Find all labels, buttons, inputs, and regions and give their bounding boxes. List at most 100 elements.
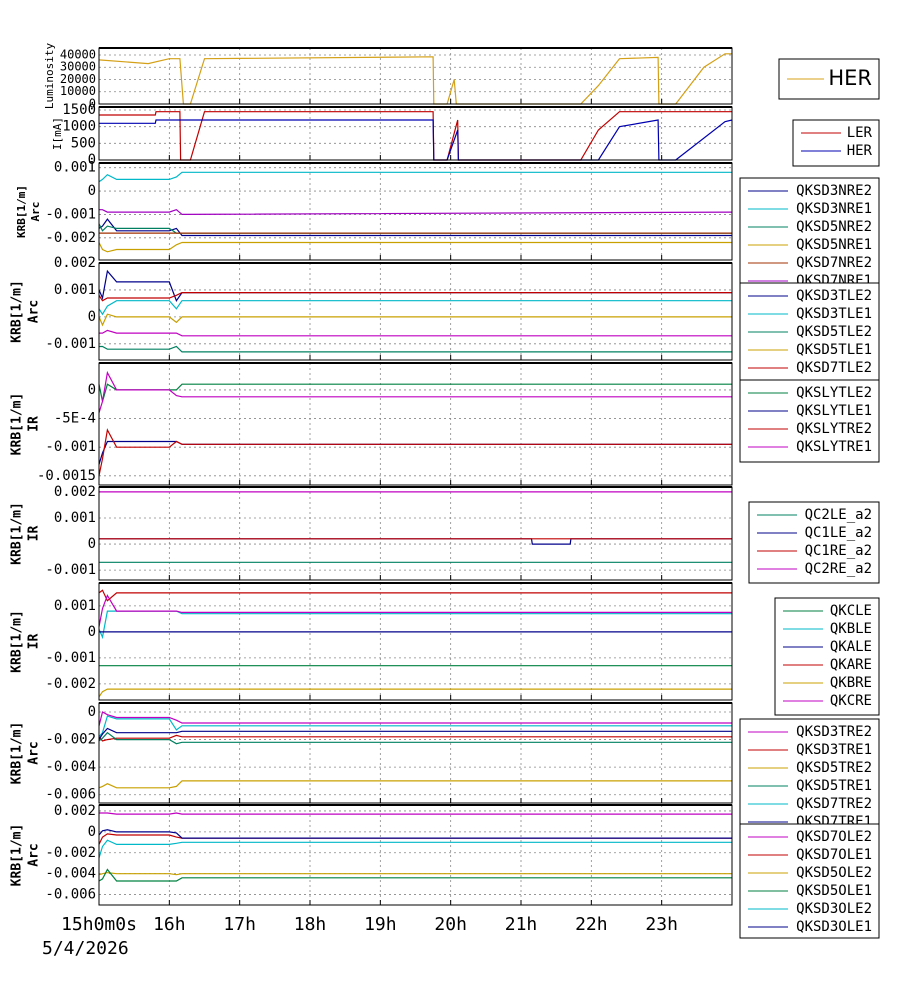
y-tick-label: 0.001 bbox=[54, 598, 96, 614]
series-line bbox=[98, 839, 732, 859]
series-line bbox=[99, 119, 733, 161]
plot-area bbox=[99, 163, 732, 260]
series-line bbox=[98, 734, 732, 742]
y-tick-label: 0 bbox=[88, 824, 96, 840]
series-line bbox=[98, 218, 732, 237]
y-axis-label: KRB[1/m] bbox=[15, 185, 28, 238]
y-tick-label: 0.001 bbox=[54, 160, 96, 176]
legend-label: QKSD3NRE1 bbox=[796, 201, 872, 217]
legend-label: QKSD7OLE1 bbox=[796, 847, 872, 863]
y-tick-label: 0 bbox=[89, 97, 96, 111]
y-tick-label: 500 bbox=[71, 135, 96, 151]
series-line bbox=[98, 871, 732, 876]
x-tick-label: 17h bbox=[223, 914, 256, 935]
legend-label: HER bbox=[828, 66, 872, 90]
series-line bbox=[98, 594, 732, 627]
legend-box bbox=[792, 119, 880, 167]
x-axis-label: 5/4/2026 bbox=[42, 938, 129, 959]
legend-label: QKSD5TRE2 bbox=[796, 760, 872, 776]
legend-box bbox=[739, 282, 880, 399]
y-axis-label: KRB[1/m] bbox=[10, 722, 25, 785]
legend-label: QC1LE_a2 bbox=[805, 525, 872, 541]
y-axis-label: KRB[1/m] bbox=[10, 393, 25, 456]
plot-area bbox=[99, 363, 732, 485]
legend-box bbox=[739, 177, 880, 294]
x-tick-label: 19h bbox=[364, 914, 397, 935]
y-tick-label: 1500 bbox=[62, 102, 96, 118]
series-line bbox=[98, 313, 732, 327]
y-tick-label: 0 bbox=[88, 536, 96, 552]
y-tick-label: 0 bbox=[88, 624, 96, 640]
legend-label: QKSD7TLE2 bbox=[796, 360, 872, 376]
plot-area bbox=[99, 583, 732, 700]
series-line bbox=[98, 241, 732, 253]
series-line bbox=[99, 812, 732, 815]
y-axis-label: IR bbox=[27, 634, 42, 650]
y-tick-label: 0 bbox=[88, 704, 96, 720]
series-line bbox=[99, 329, 732, 337]
y-tick-label: 0.001 bbox=[54, 282, 96, 298]
y-tick-label: -0.001 bbox=[45, 439, 96, 455]
legend-label: QC1RE_a2 bbox=[805, 543, 872, 559]
y-tick-label: -0.002 bbox=[45, 230, 96, 246]
legend-label: QKSD7TRE2 bbox=[796, 796, 872, 812]
series-line bbox=[98, 868, 732, 882]
y-tick-label: -5E-4 bbox=[54, 411, 96, 427]
legend-label: QKSD5TRE1 bbox=[796, 778, 872, 794]
series-line bbox=[98, 428, 732, 476]
legend-label: QKALE bbox=[830, 639, 872, 655]
y-tick-label: -0.001 bbox=[45, 206, 96, 222]
y-axis-label: IR bbox=[27, 416, 42, 432]
y-axis-label: Arc bbox=[27, 741, 42, 764]
y-tick-label: 10000 bbox=[60, 84, 96, 98]
legend-label: QKSLYTRE2 bbox=[796, 421, 872, 437]
legend-label: QKSD5OLE1 bbox=[796, 883, 872, 899]
legend-label: QKSD3OLE2 bbox=[796, 901, 872, 917]
plot-area bbox=[99, 805, 732, 905]
legend-label: QKCRE bbox=[830, 693, 872, 709]
legend-label: QKBLE bbox=[830, 621, 872, 637]
y-tick-label: -0.001 bbox=[45, 336, 96, 352]
x-tick-label: 22h bbox=[575, 914, 608, 935]
legend-label: QKSD3TRE1 bbox=[796, 742, 872, 758]
series-line bbox=[98, 688, 732, 698]
legend-label: QKSD5OLE2 bbox=[796, 865, 872, 881]
y-tick-label: 0.002 bbox=[54, 484, 96, 500]
plot-area bbox=[99, 703, 732, 803]
y-axis-label: Luminosity bbox=[43, 43, 56, 110]
y-tick-label: -0.006 bbox=[45, 787, 96, 803]
series-line bbox=[98, 300, 732, 316]
series-line bbox=[99, 345, 732, 353]
series-line bbox=[98, 829, 732, 839]
legend-label: QKSD7NRE2 bbox=[796, 255, 872, 271]
y-tick-label: 0 bbox=[88, 309, 96, 325]
series-line bbox=[98, 727, 732, 740]
legend-label: QKSD7OLE2 bbox=[796, 829, 872, 845]
legend-label: LER bbox=[847, 125, 873, 141]
y-tick-label: 0 bbox=[88, 382, 96, 398]
legend-label: QKSD3OLE1 bbox=[796, 919, 872, 935]
y-axis-label: I[mA] bbox=[51, 117, 64, 150]
legend-box bbox=[739, 379, 880, 463]
y-tick-label: -0.004 bbox=[45, 866, 96, 882]
y-tick-label: -0.002 bbox=[45, 732, 96, 748]
legend-label: QKSLYTLE2 bbox=[796, 385, 872, 401]
x-tick-label: 20h bbox=[434, 914, 467, 935]
legend-label: QKBRE bbox=[830, 675, 872, 691]
y-tick-label: 0 bbox=[88, 152, 96, 168]
y-tick-label: 40000 bbox=[60, 47, 96, 61]
legend-label: QKSD3NRE2 bbox=[796, 183, 872, 199]
series-line bbox=[98, 292, 732, 302]
legend-label: QKSD3TLE2 bbox=[796, 288, 872, 304]
legend-box bbox=[774, 597, 880, 716]
x-tick-label: 18h bbox=[294, 914, 327, 935]
y-axis-label: IR bbox=[27, 526, 42, 542]
legend-label: QKSD5NRE2 bbox=[796, 219, 872, 235]
legend-label: QKSD3TLE1 bbox=[796, 306, 872, 322]
x-tick-label: 21h bbox=[505, 914, 538, 935]
legend-label: QKARE bbox=[830, 657, 872, 673]
plot-area bbox=[99, 107, 732, 160]
y-axis-label: Arc bbox=[29, 202, 42, 222]
y-tick-label: 20000 bbox=[60, 72, 96, 86]
